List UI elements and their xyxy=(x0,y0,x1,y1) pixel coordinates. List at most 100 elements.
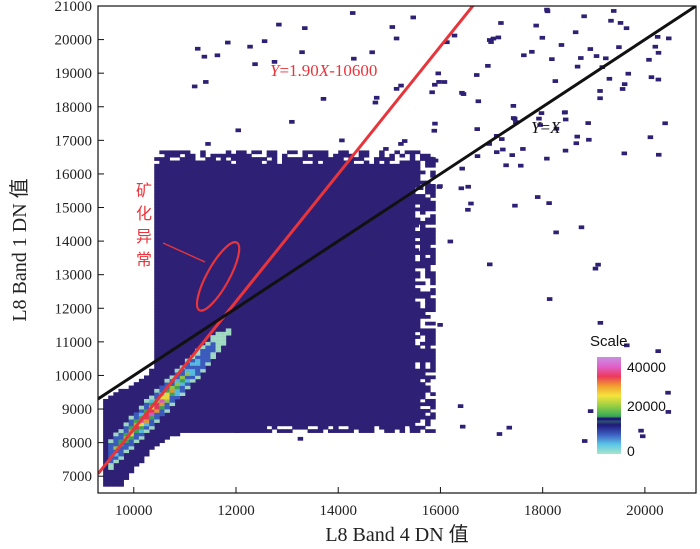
density-cell xyxy=(215,301,222,306)
density-cell xyxy=(266,167,273,171)
density-cell xyxy=(343,217,349,222)
density-cell xyxy=(328,160,334,165)
density-cell xyxy=(287,301,293,306)
density-cell xyxy=(164,234,170,239)
density-cell xyxy=(322,251,329,255)
density-cell xyxy=(409,345,416,349)
density-cell xyxy=(200,187,206,192)
density-cell xyxy=(241,207,247,212)
density-cell xyxy=(154,385,160,390)
density-cell xyxy=(292,298,298,302)
density-cell xyxy=(271,214,278,218)
density-cell xyxy=(302,257,308,262)
density-cell xyxy=(200,372,206,376)
density-cell xyxy=(297,190,303,195)
density-cell xyxy=(425,294,431,299)
density-cell xyxy=(297,362,303,366)
density-cell xyxy=(215,385,222,390)
density-cell xyxy=(363,388,370,393)
density-cell xyxy=(179,177,186,182)
density-cell xyxy=(506,425,513,430)
density-cell xyxy=(276,412,283,417)
density-cell xyxy=(292,180,298,185)
density-cell xyxy=(220,227,227,232)
density-cell xyxy=(343,194,349,198)
density-cell xyxy=(420,194,426,198)
density-cell xyxy=(414,294,421,299)
density-cell xyxy=(210,217,216,222)
density-cell xyxy=(292,251,298,255)
density-cell xyxy=(159,362,165,366)
density-cell xyxy=(338,214,344,218)
density-cell xyxy=(261,298,268,302)
density-cell xyxy=(195,194,201,198)
density-cell xyxy=(159,422,165,427)
density-cell xyxy=(205,237,211,242)
density-cell xyxy=(322,177,329,182)
density-cell xyxy=(261,415,268,420)
density-cell xyxy=(241,157,247,161)
density-cell xyxy=(251,398,257,403)
density-cell xyxy=(210,241,216,245)
density-cell xyxy=(179,251,186,255)
density-cell xyxy=(317,267,324,272)
density-cell xyxy=(246,375,252,380)
density-cell xyxy=(241,200,247,205)
density-cell xyxy=(363,402,370,407)
density-cell xyxy=(128,392,135,396)
density-cell xyxy=(363,422,370,427)
density-cell xyxy=(179,425,186,430)
density-cell xyxy=(220,304,227,309)
density-cell xyxy=(292,237,298,242)
density-cell xyxy=(394,415,400,420)
density-cell xyxy=(343,318,349,323)
density-cell xyxy=(394,274,400,279)
density-cell xyxy=(343,247,349,252)
density-cell xyxy=(287,210,293,215)
density-cell xyxy=(246,398,252,403)
density-cell xyxy=(246,368,252,373)
density-cell xyxy=(169,314,176,319)
density-cell xyxy=(174,338,181,343)
density-cell xyxy=(430,173,436,178)
density-cell xyxy=(230,385,237,390)
density-cell xyxy=(394,325,400,329)
density-cell xyxy=(414,405,421,410)
density-cell xyxy=(307,227,314,232)
density-cell xyxy=(338,328,344,333)
density-cell xyxy=(174,220,181,225)
density-cell xyxy=(348,167,354,171)
density-cell xyxy=(282,264,288,269)
density-cell xyxy=(255,242,262,247)
density-cell xyxy=(261,365,268,370)
density-cell xyxy=(282,362,288,366)
density-cell xyxy=(236,375,242,380)
density-cell xyxy=(164,227,170,232)
density-cell xyxy=(179,187,186,192)
density-cell xyxy=(302,241,308,245)
density-cell xyxy=(348,200,354,205)
density-cell xyxy=(174,318,181,323)
density-cell xyxy=(236,157,242,161)
density-cell xyxy=(368,288,375,292)
density-cell xyxy=(558,43,565,47)
density-cell xyxy=(205,281,211,286)
density-cell xyxy=(328,338,334,343)
density-cell xyxy=(200,264,206,269)
density-cell xyxy=(225,281,232,286)
density-cell xyxy=(368,382,375,386)
density-cell xyxy=(368,267,375,272)
density-cell xyxy=(282,207,288,212)
density-cell xyxy=(236,190,242,195)
density-cell xyxy=(195,261,201,266)
density-cell xyxy=(302,318,308,323)
density-cell xyxy=(220,157,227,161)
density-cell xyxy=(241,220,247,225)
density-cell xyxy=(215,429,222,433)
density-cell xyxy=(297,351,303,356)
density-cell xyxy=(307,288,314,292)
density-cell xyxy=(338,291,344,296)
density-cell xyxy=(394,163,400,168)
density-cell xyxy=(363,429,370,433)
density-cell xyxy=(184,278,191,282)
